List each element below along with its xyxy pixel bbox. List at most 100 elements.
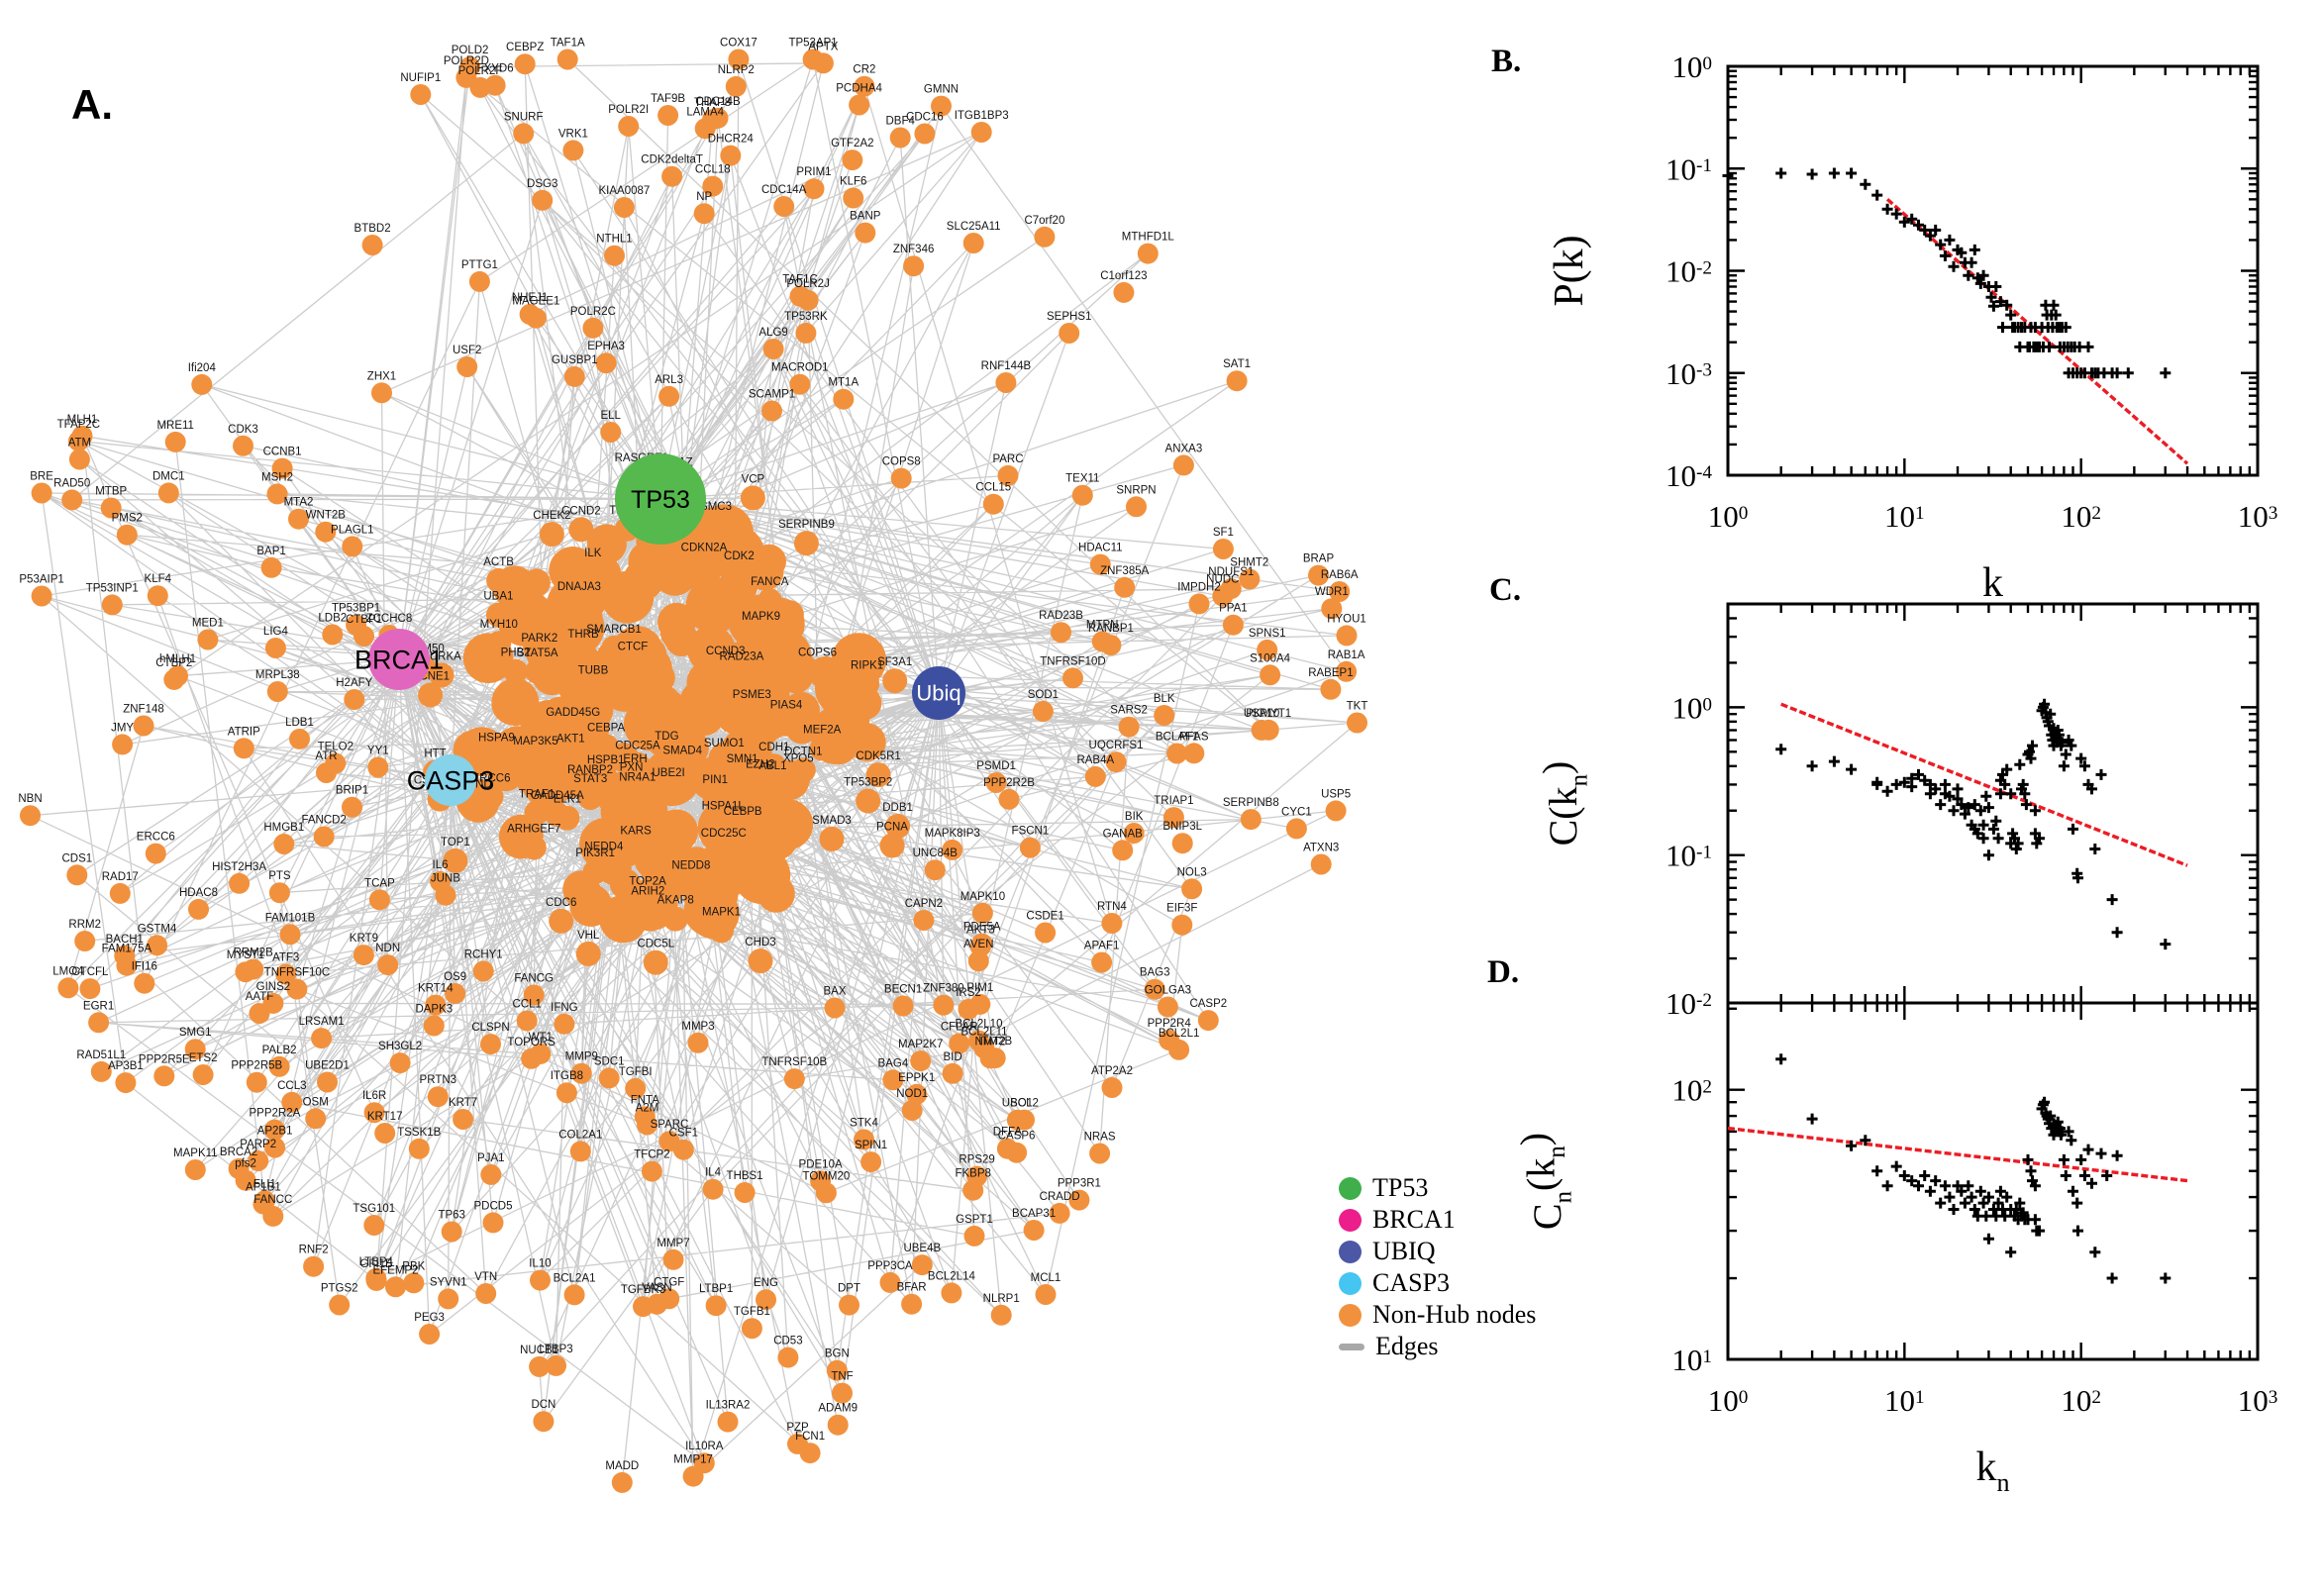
non-hub-node — [1100, 635, 1122, 656]
gene-label: AKT1 — [556, 734, 585, 746]
non-hub-node — [145, 843, 166, 864]
non-hub-node — [311, 1028, 333, 1049]
gene-label: TP63 — [438, 1210, 465, 1222]
gene-label: pfs2 — [235, 1158, 256, 1170]
gene-label: MLH1 — [67, 414, 98, 426]
non-hub-node — [730, 818, 756, 844]
panel-label-b: B. — [1491, 44, 1522, 79]
non-hub-node — [344, 689, 365, 710]
non-hub-node — [729, 662, 755, 688]
gene-label: PSMD1 — [976, 760, 1016, 772]
non-hub-node — [809, 736, 835, 761]
gene-label: PHB2 — [501, 648, 531, 659]
gene-label: EIF3F — [1166, 903, 1197, 915]
gene-label: FCN1 — [795, 1431, 825, 1443]
network-hubs: TP53 BRCA1 Ubiq CASP3 — [354, 453, 965, 806]
non-hub-node — [579, 818, 633, 870]
non-hub-node — [342, 796, 362, 818]
non-hub-node — [1329, 581, 1351, 602]
gene-label: DAPK3 — [415, 1004, 453, 1016]
non-hub-node — [855, 222, 876, 244]
gene-label: GADD45G — [546, 707, 600, 719]
non-hub-node — [377, 954, 399, 976]
gene-label: CDC14B — [695, 96, 741, 108]
non-hub-node — [1105, 751, 1127, 773]
gene-label: DFFA — [993, 1127, 1023, 1139]
non-hub-node — [403, 1272, 425, 1294]
non-hub-node — [441, 1221, 462, 1243]
non-hub-node — [147, 585, 168, 607]
non-hub-node — [658, 1288, 680, 1310]
gene-label: AATF — [246, 991, 274, 1003]
non-hub-node — [1308, 564, 1329, 586]
gene-label: ATRIP — [228, 726, 260, 738]
non-hub-node — [191, 373, 213, 395]
chart-B-y-tick-label: 10-2 — [1666, 254, 1712, 289]
legend-item-edges: Edges — [1339, 1331, 1536, 1362]
gene-label: IL10RA — [685, 1441, 724, 1452]
gene-label: USP5 — [1321, 788, 1351, 800]
non-hub-node — [669, 756, 695, 782]
non-hub-node — [367, 756, 389, 778]
gene-label: POLR2F — [458, 65, 503, 77]
gene-label: PPP2R2A — [250, 1108, 301, 1120]
gene-label: CDC14A — [761, 184, 807, 196]
non-hub-node — [734, 1182, 756, 1203]
non-hub-node — [100, 497, 122, 519]
hub-label-ubiq: Ubiq — [916, 681, 960, 706]
non-hub-node — [942, 839, 963, 860]
non-hub-node — [687, 1032, 709, 1053]
chart-C-y-tick-label: 10-1 — [1666, 839, 1712, 873]
non-hub-node — [233, 738, 254, 759]
gene-label: VCP — [742, 473, 765, 485]
chart-B-x-tick-label: 103 — [2238, 499, 2278, 534]
non-hub-node — [600, 422, 622, 443]
non-hub-node — [385, 1276, 406, 1298]
gene-label: PPA1 — [1219, 603, 1248, 615]
gene-label: BRCA2 — [220, 1147, 257, 1158]
node-swatch-icon — [1339, 1240, 1362, 1263]
non-hub-node — [115, 1072, 137, 1094]
gene-label: TOP2A — [629, 875, 666, 887]
gene-label: CDK3 — [228, 424, 258, 436]
gene-label: TOPORS — [507, 1037, 556, 1048]
legend-item-casp3: CASP3 — [1339, 1267, 1536, 1299]
gene-label: ARL3 — [655, 374, 683, 386]
non-hub-node — [197, 629, 219, 650]
gene-label: BNIP3L — [1162, 821, 1202, 833]
gene-label: MTPN — [1086, 619, 1119, 631]
gene-label: PJA1 — [477, 1152, 505, 1164]
non-hub-node — [1034, 226, 1056, 248]
non-hub-node — [1260, 664, 1281, 686]
non-hub-node — [523, 748, 549, 773]
non-hub-node — [879, 833, 905, 858]
non-hub-node — [475, 1283, 497, 1304]
non-hub-node — [1336, 625, 1358, 647]
gene-label: CEBPZ — [506, 42, 544, 53]
non-hub-node — [374, 1123, 396, 1144]
non-hub-node — [322, 624, 344, 646]
gene-label: TOMM20 — [803, 1170, 851, 1182]
chart-B-y-tick-label: 10-1 — [1666, 151, 1712, 186]
gene-label: ETS2 — [189, 1052, 218, 1064]
non-hub-node — [408, 1138, 430, 1159]
gene-label: PPP2R4 — [1148, 1018, 1192, 1030]
gene-label: TAF1C — [782, 274, 818, 286]
chart-C-ticks — [1726, 602, 2260, 1005]
non-hub-node — [1251, 719, 1272, 741]
gene-label: C1orf123 — [1100, 270, 1147, 282]
gene-label: TNF — [831, 1371, 853, 1383]
gene-label: SMAD4 — [662, 746, 702, 757]
non-hub-node — [810, 1170, 832, 1192]
non-hub-node — [570, 1062, 592, 1084]
non-hub-node — [941, 1282, 962, 1304]
gene-label: AURKA — [422, 650, 461, 662]
non-hub-node — [313, 826, 335, 848]
chart-B-x-axis-label: k — [1982, 560, 2003, 606]
gene-label: MRE11 — [156, 420, 194, 432]
non-hub-node — [913, 910, 935, 931]
gene-label: TCAP — [364, 877, 395, 889]
gene-label: NDN — [375, 943, 400, 954]
gene-label: POLD2 — [452, 45, 489, 56]
gene-label: DSG3 — [527, 178, 557, 190]
